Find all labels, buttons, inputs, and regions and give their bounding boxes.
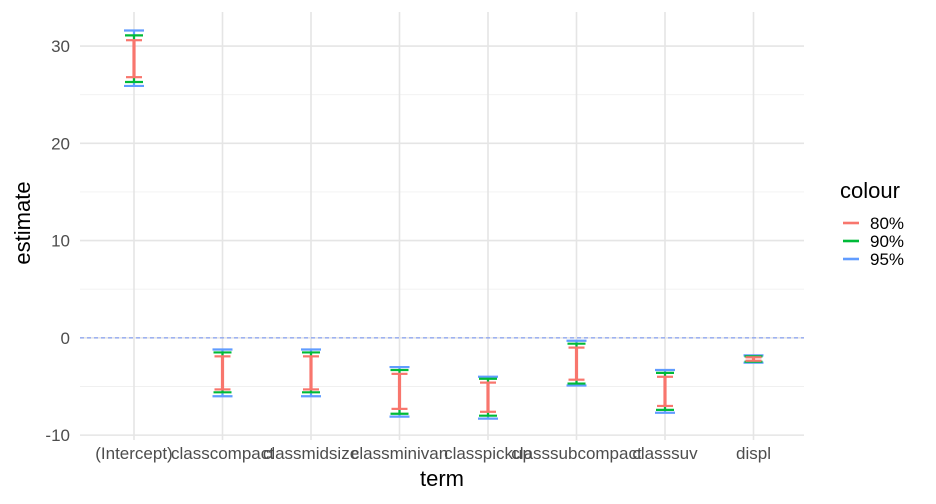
y-tick-label: 10 <box>51 232 70 251</box>
x-tick-label: classsuv <box>632 444 698 463</box>
y-tick-label: -10 <box>45 426 70 445</box>
legend-label: 90% <box>870 232 904 251</box>
x-tick-labels: (Intercept)classcompactclassmidsizeclass… <box>95 444 771 463</box>
legend-label: 95% <box>870 250 904 269</box>
x-tick-label: displ <box>736 444 771 463</box>
x-tick-label: classpickup <box>444 444 532 463</box>
legend-label: 80% <box>870 214 904 233</box>
y-tick-labels: -10 0 10 20 30 <box>45 37 70 445</box>
x-tick-label: classcompact <box>171 444 274 463</box>
legend-title: colour <box>840 178 900 203</box>
x-axis-title: term <box>420 466 464 491</box>
grid <box>80 12 804 440</box>
y-axis-title: estimate <box>10 181 35 264</box>
y-tick-label: 0 <box>61 329 70 348</box>
y-tick-label: 30 <box>51 37 70 56</box>
y-tick-label: 20 <box>51 134 70 153</box>
x-tick-label: classminivan <box>351 444 448 463</box>
x-tick-label: classmidsize <box>263 444 359 463</box>
errorbars <box>124 29 764 420</box>
legend: colour 80%90%95% <box>840 178 904 269</box>
x-tick-label: classsubcompact <box>511 444 642 463</box>
x-tick-label: (Intercept) <box>95 444 172 463</box>
